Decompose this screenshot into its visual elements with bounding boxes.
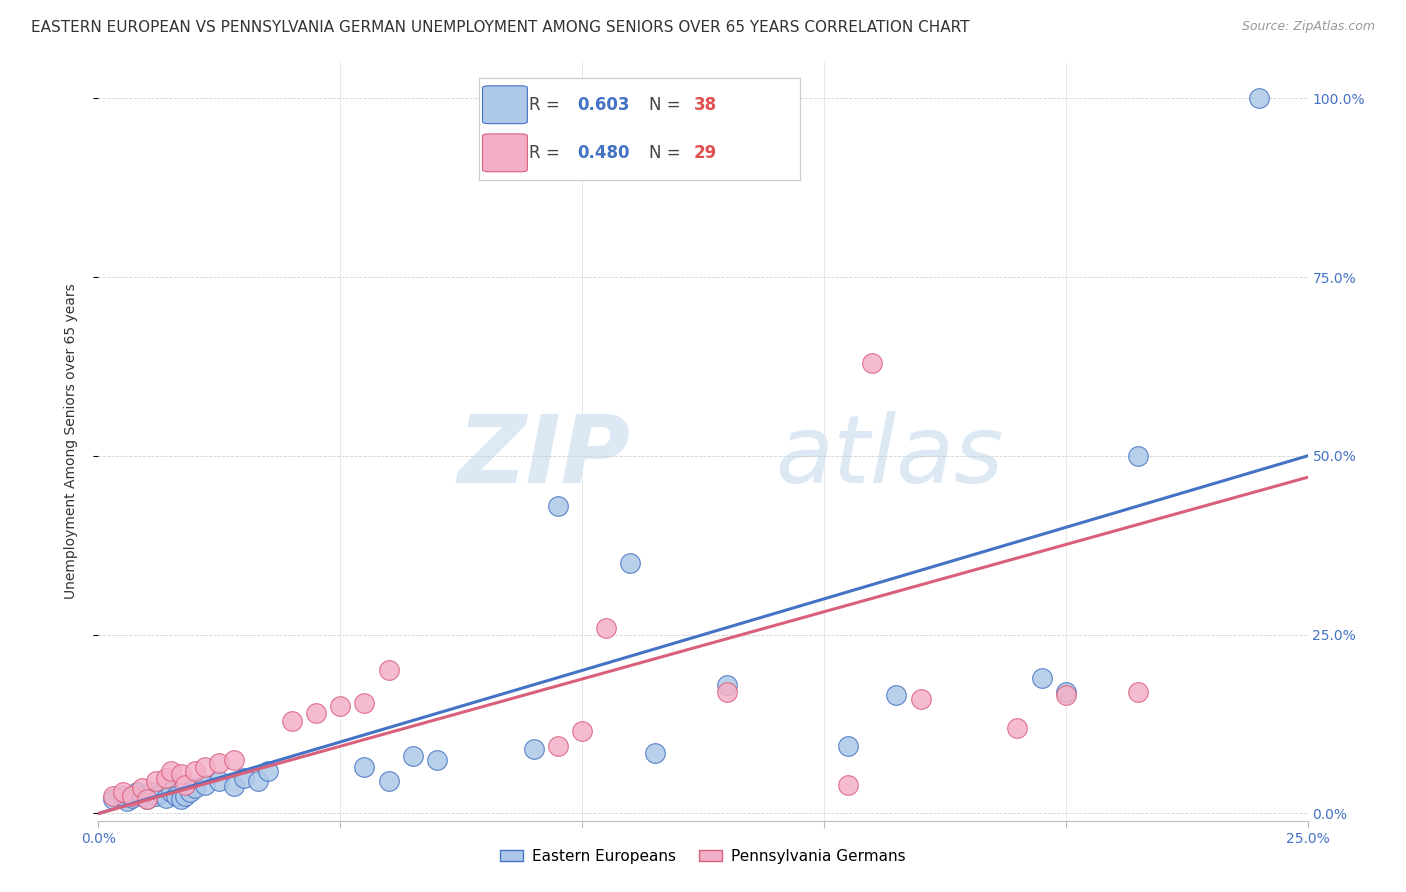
Point	[305, 706, 328, 721]
Point	[184, 781, 207, 796]
Text: EASTERN EUROPEAN VS PENNSYLVANIA GERMAN UNEMPLOYMENT AMONG SENIORS OVER 65 YEARS: EASTERN EUROPEAN VS PENNSYLVANIA GERMAN …	[31, 20, 969, 35]
Point	[155, 771, 177, 785]
Point	[131, 781, 153, 796]
Point	[208, 774, 231, 789]
Point	[131, 789, 153, 803]
Point	[111, 785, 134, 799]
Point	[121, 790, 143, 805]
Point	[523, 742, 546, 756]
Point	[117, 794, 139, 808]
Point	[281, 714, 304, 728]
Point	[353, 760, 375, 774]
Point	[160, 785, 183, 799]
Point	[377, 664, 399, 678]
Y-axis label: Unemployment Among Seniors over 65 years: Unemployment Among Seniors over 65 years	[63, 284, 77, 599]
Point	[145, 774, 167, 789]
Point	[256, 764, 278, 778]
Point	[194, 760, 217, 774]
Point	[135, 792, 157, 806]
Point	[169, 767, 191, 781]
Point	[910, 692, 932, 706]
Point	[716, 678, 738, 692]
Point	[547, 739, 569, 753]
Point	[150, 787, 173, 801]
Point	[174, 778, 197, 792]
Point	[329, 699, 352, 714]
Point	[716, 685, 738, 699]
Point	[145, 789, 167, 803]
Text: Source: ZipAtlas.com: Source: ZipAtlas.com	[1241, 20, 1375, 33]
Point	[194, 778, 217, 792]
Point	[353, 696, 375, 710]
Point	[165, 789, 187, 803]
Point	[1054, 689, 1077, 703]
Text: ZIP: ZIP	[457, 410, 630, 503]
Point	[222, 753, 245, 767]
Point	[377, 774, 399, 789]
Point	[184, 764, 207, 778]
Point	[155, 790, 177, 805]
Point	[860, 356, 883, 370]
Point	[619, 556, 641, 570]
Point	[1054, 685, 1077, 699]
Point	[1031, 671, 1053, 685]
Point	[179, 785, 201, 799]
Text: atlas: atlas	[776, 411, 1004, 502]
Legend: Eastern Europeans, Pennsylvania Germans: Eastern Europeans, Pennsylvania Germans	[494, 843, 912, 870]
Point	[101, 789, 124, 803]
Point	[547, 499, 569, 513]
Point	[1249, 91, 1271, 105]
Point	[1007, 721, 1029, 735]
Point	[644, 746, 666, 760]
Point	[1128, 685, 1150, 699]
Point	[886, 689, 908, 703]
Point	[571, 724, 593, 739]
Point	[208, 756, 231, 771]
Point	[837, 778, 859, 792]
Point	[127, 785, 149, 799]
Point	[121, 789, 143, 803]
Point	[222, 780, 245, 794]
Point	[426, 753, 449, 767]
Point	[160, 764, 183, 778]
Point	[232, 771, 254, 785]
Point	[1128, 449, 1150, 463]
Point	[135, 792, 157, 806]
Point	[402, 749, 425, 764]
Point	[111, 789, 134, 803]
Point	[595, 620, 617, 634]
Point	[101, 792, 124, 806]
Point	[837, 739, 859, 753]
Point	[169, 792, 191, 806]
Point	[174, 789, 197, 803]
Point	[247, 774, 270, 789]
Point	[141, 785, 163, 799]
